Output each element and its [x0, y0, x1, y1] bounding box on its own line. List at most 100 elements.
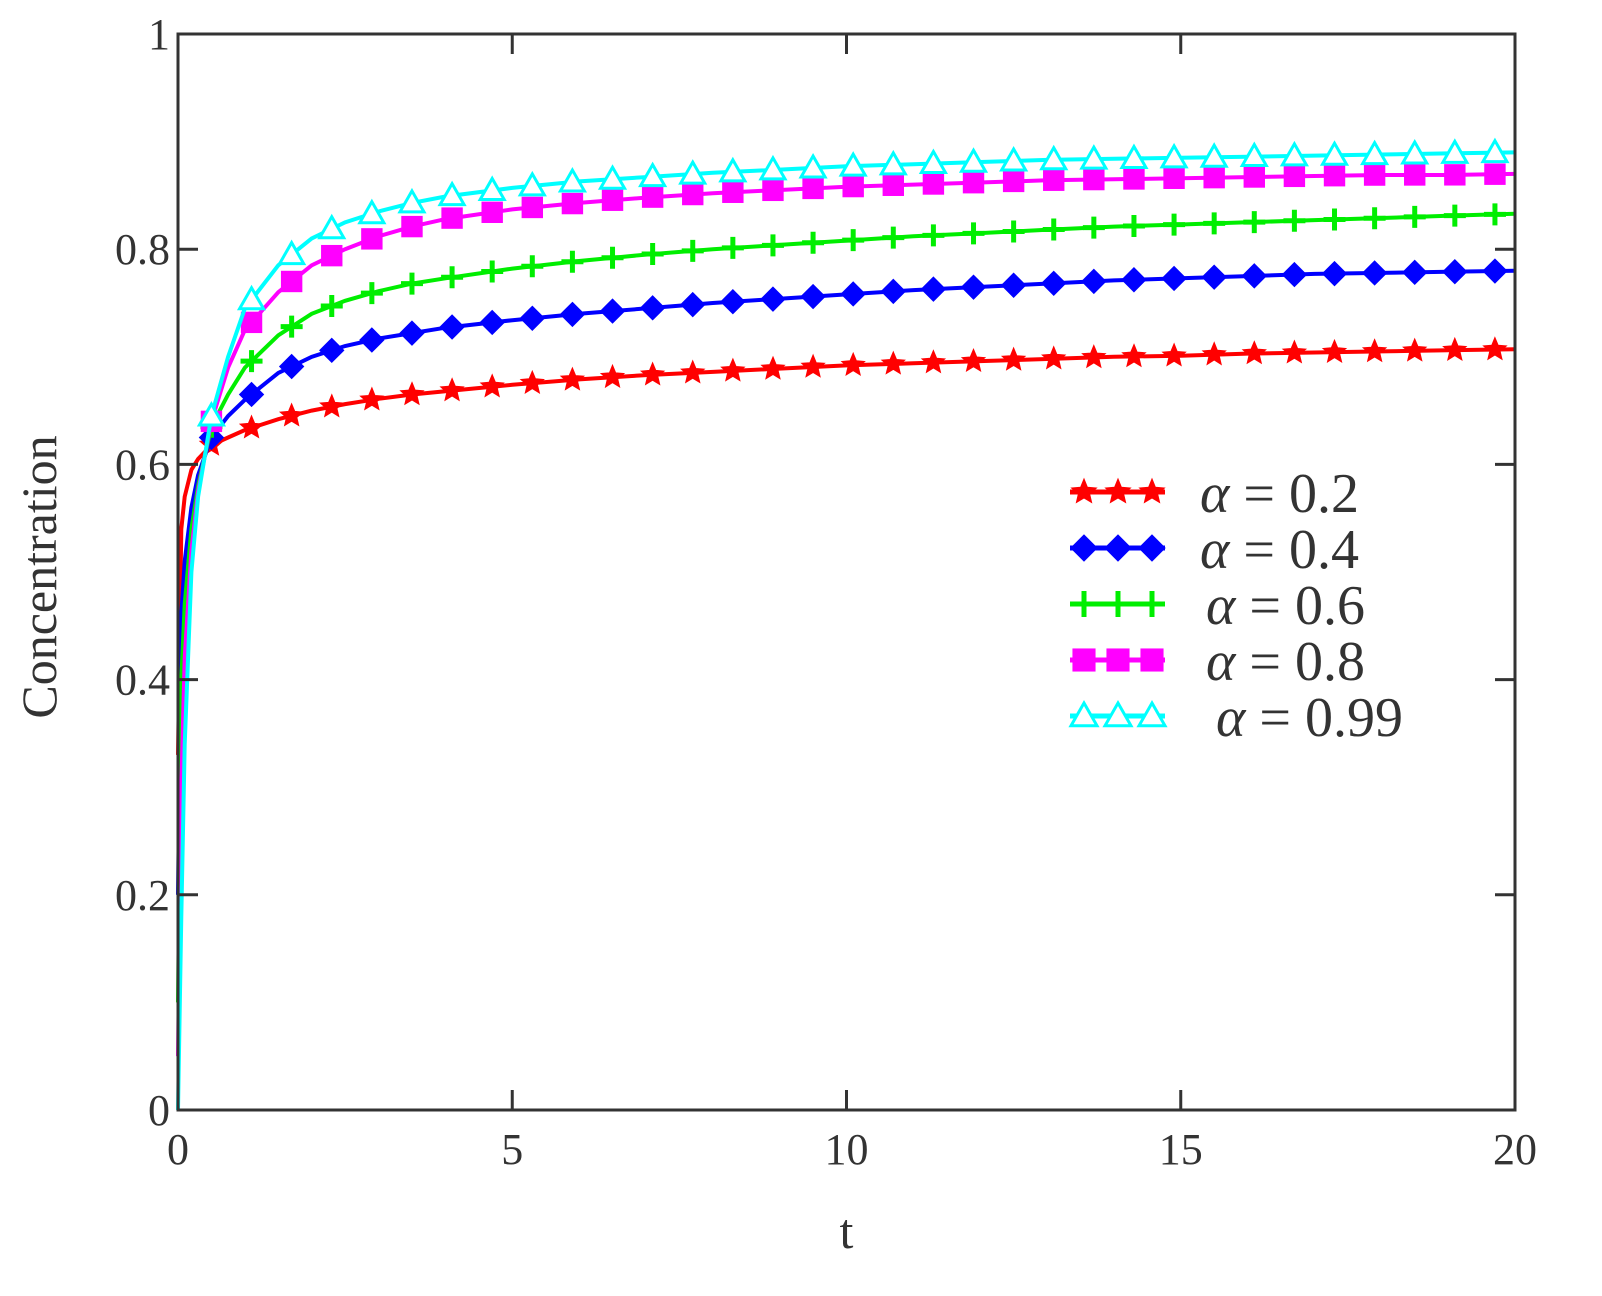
- data-point-marker: [962, 172, 985, 194]
- legend-label: α = 0.8: [1206, 631, 1365, 693]
- data-point-marker: [1201, 264, 1227, 290]
- data-point-marker: [1203, 166, 1225, 189]
- series-line: [176, 150, 1516, 1111]
- data-point-marker: [878, 149, 908, 176]
- data-point-marker: [960, 347, 987, 373]
- data-point-marker: [1239, 141, 1269, 168]
- data-point-marker: [1081, 344, 1107, 369]
- data-point-marker: [1323, 208, 1346, 231]
- data-point-marker: [1482, 258, 1508, 284]
- data-point-marker: [838, 151, 868, 177]
- data-point-marker: [840, 281, 866, 307]
- data-point-marker: [280, 270, 303, 293]
- data-point-marker: [720, 357, 746, 382]
- legend: α = 0.2α = 0.4α = 0.6α = 0.8α = 0.99: [1068, 463, 1403, 749]
- data-point-marker: [1070, 477, 1098, 504]
- y-tick-label: 0.8: [115, 225, 170, 274]
- data-point-marker: [1121, 267, 1147, 293]
- legend-alpha-symbol: α: [1216, 687, 1247, 749]
- data-point-marker: [400, 272, 423, 295]
- data-point-marker: [439, 314, 465, 340]
- data-point-marker: [760, 355, 786, 380]
- data-point-marker: [800, 283, 826, 310]
- data-point-marker: [758, 154, 788, 181]
- data-point-marker: [559, 366, 586, 391]
- legend-alpha-symbol: α: [1206, 631, 1237, 693]
- data-point-marker: [319, 337, 345, 364]
- data-point-marker: [1068, 699, 1100, 728]
- data-point-marker: [1139, 591, 1165, 617]
- data-point-marker: [1002, 170, 1025, 193]
- data-point-marker: [399, 381, 425, 406]
- legend-markers: [1072, 648, 1164, 672]
- data-point-marker: [1163, 167, 1185, 189]
- data-point-marker: [1321, 338, 1348, 363]
- data-point-marker: [1403, 205, 1426, 228]
- data-point-marker: [1039, 144, 1069, 171]
- data-point-marker: [720, 289, 746, 315]
- data-point-marker: [761, 234, 784, 257]
- legend-markers: [1070, 477, 1166, 504]
- data-point-marker: [597, 164, 628, 190]
- data-point-marker: [559, 301, 586, 328]
- data-point-marker: [360, 282, 383, 305]
- data-point-marker: [1070, 534, 1098, 562]
- series-layer: [176, 137, 1516, 1111]
- data-point-marker: [639, 295, 666, 321]
- data-point-marker: [1072, 648, 1096, 672]
- legend-entry: α = 0.8: [1070, 631, 1365, 693]
- data-point-marker: [681, 239, 704, 262]
- data-point-marker: [1106, 648, 1130, 672]
- data-point-marker: [802, 231, 825, 254]
- data-point-marker: [399, 320, 425, 346]
- data-point-marker: [1122, 214, 1145, 237]
- data-point-marker: [1363, 164, 1386, 186]
- data-point-marker: [1121, 343, 1147, 368]
- data-point-marker: [1241, 263, 1267, 289]
- data-point-marker: [1199, 142, 1229, 168]
- data-point-marker: [800, 353, 826, 378]
- series-markers: [196, 137, 1510, 427]
- data-point-marker: [240, 350, 263, 373]
- data-point-marker: [1319, 140, 1350, 166]
- y-tick-label: 0: [148, 1086, 170, 1135]
- data-point-marker: [277, 239, 307, 266]
- legend-label: α = 0.2: [1200, 463, 1359, 525]
- data-point-marker: [517, 170, 547, 197]
- data-point-marker: [359, 327, 385, 353]
- data-point-marker: [639, 361, 666, 386]
- data-point-marker: [481, 260, 504, 283]
- data-point-marker: [1443, 204, 1466, 227]
- data-point-marker: [638, 161, 668, 188]
- data-point-marker: [1082, 216, 1105, 239]
- data-point-marker: [1241, 340, 1267, 365]
- legend-entry: α = 0.4: [1070, 519, 1359, 581]
- data-point-marker: [278, 353, 305, 380]
- data-point-marker: [1042, 218, 1065, 241]
- data-point-marker: [641, 243, 664, 266]
- data-point-marker: [479, 309, 505, 336]
- data-point-marker: [1102, 699, 1134, 728]
- data-point-marker: [718, 156, 748, 183]
- data-point-marker: [880, 278, 907, 305]
- data-point-marker: [1140, 648, 1164, 672]
- data-point-marker: [880, 350, 906, 375]
- data-point-marker: [1161, 342, 1187, 367]
- data-point-marker: [1361, 260, 1388, 286]
- legend-entry: α = 0.99: [1068, 687, 1403, 749]
- legend-value: = 0.6: [1249, 575, 1365, 637]
- data-point-marker: [1138, 534, 1166, 562]
- data-point-marker: [1071, 591, 1097, 617]
- series-markers: [200, 163, 1506, 433]
- data-point-marker: [1283, 165, 1306, 188]
- legend-value: = 0.4: [1243, 519, 1359, 581]
- data-point-marker: [599, 298, 626, 324]
- series-4: [176, 137, 1516, 1111]
- y-tick-label: 1: [148, 10, 170, 59]
- data-point-marker: [601, 246, 624, 269]
- data-point-marker: [1000, 272, 1027, 298]
- data-point-marker: [1083, 168, 1105, 191]
- y-tick-label: 0.2: [115, 871, 170, 920]
- data-point-marker: [1442, 336, 1468, 361]
